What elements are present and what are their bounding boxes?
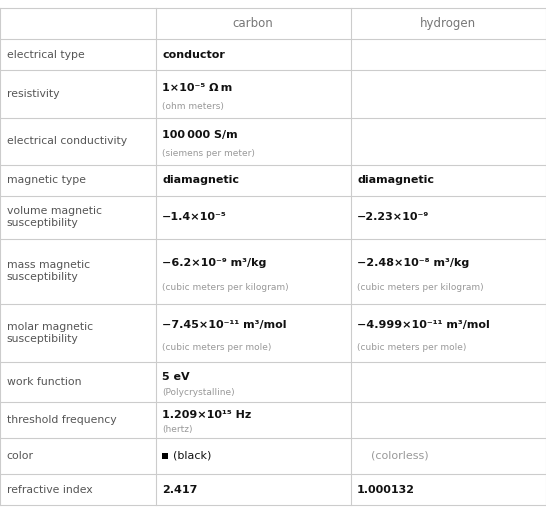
Text: volume magnetic
susceptibility: volume magnetic susceptibility [7, 206, 102, 228]
Text: −1.4×10⁻⁵: −1.4×10⁻⁵ [162, 212, 227, 222]
Text: conductor: conductor [162, 50, 225, 60]
Text: 5 eV: 5 eV [162, 372, 190, 382]
Text: molar magnetic
susceptibility: molar magnetic susceptibility [7, 322, 93, 344]
Text: diamagnetic: diamagnetic [357, 175, 434, 185]
Text: electrical type: electrical type [7, 50, 84, 60]
Text: (cubic meters per kilogram): (cubic meters per kilogram) [162, 284, 289, 292]
Text: (cubic meters per mole): (cubic meters per mole) [357, 343, 466, 352]
Bar [162, 453, 168, 459]
Text: color: color [7, 451, 33, 461]
Text: magnetic type: magnetic type [7, 175, 86, 185]
Text: (colorless): (colorless) [371, 451, 429, 461]
Text: (cubic meters per kilogram): (cubic meters per kilogram) [357, 284, 484, 292]
Text: work function: work function [7, 377, 81, 387]
Text: (siemens per meter): (siemens per meter) [162, 149, 255, 158]
Text: mass magnetic
susceptibility: mass magnetic susceptibility [7, 260, 90, 282]
Text: −6.2×10⁻⁹ m³/kg: −6.2×10⁻⁹ m³/kg [162, 258, 266, 268]
Text: 2.417: 2.417 [162, 485, 198, 495]
Text: (hertz): (hertz) [162, 425, 193, 434]
Text: resistivity: resistivity [7, 89, 59, 99]
Text: refractive index: refractive index [7, 485, 92, 495]
Text: carbon: carbon [233, 17, 274, 30]
Text: hydrogen: hydrogen [420, 17, 476, 30]
Text: −7.45×10⁻¹¹ m³/mol: −7.45×10⁻¹¹ m³/mol [162, 320, 287, 330]
Text: 100 000 S/m: 100 000 S/m [162, 130, 238, 140]
Text: −2.48×10⁻⁸ m³/kg: −2.48×10⁻⁸ m³/kg [357, 258, 470, 268]
Text: −2.23×10⁻⁹: −2.23×10⁻⁹ [357, 212, 429, 222]
Text: (black): (black) [173, 451, 211, 461]
Text: diamagnetic: diamagnetic [162, 175, 239, 185]
Text: 1.000132: 1.000132 [357, 485, 415, 495]
Text: −4.999×10⁻¹¹ m³/mol: −4.999×10⁻¹¹ m³/mol [357, 320, 490, 330]
Text: electrical conductivity: electrical conductivity [7, 136, 127, 146]
Text: threshold frequency: threshold frequency [7, 415, 116, 425]
Text: (cubic meters per mole): (cubic meters per mole) [162, 343, 271, 352]
Text: (ohm meters): (ohm meters) [162, 102, 224, 111]
Text: 1×10⁻⁵ Ω m: 1×10⁻⁵ Ω m [162, 83, 233, 93]
Text: 1.209×10¹⁵ Hz: 1.209×10¹⁵ Hz [162, 410, 251, 421]
Text: (Polycrystalline): (Polycrystalline) [162, 388, 235, 397]
